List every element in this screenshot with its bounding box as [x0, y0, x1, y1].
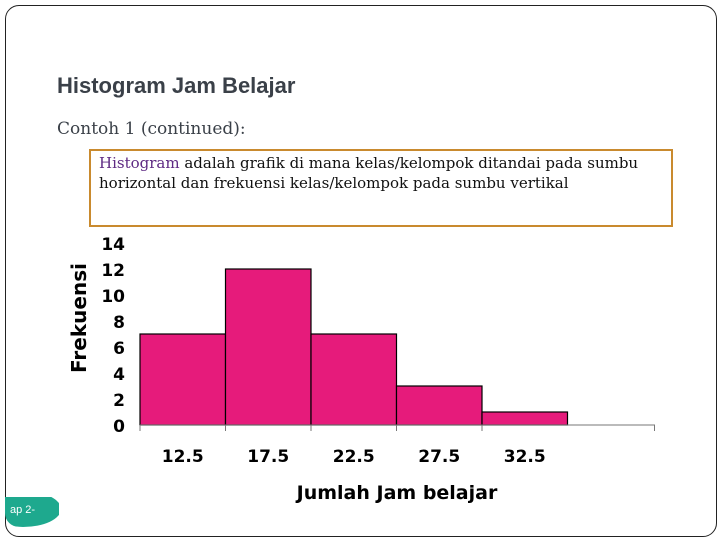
y-tick-label: 4 [113, 365, 125, 385]
y-tick-label: 8 [113, 313, 125, 333]
histogram-bar [310, 333, 398, 426]
histogram-bar [139, 333, 227, 426]
x-tick-label: 12.5 [162, 447, 204, 467]
y-axis-label: Frekuensi [67, 263, 91, 373]
y-tick-label: 6 [113, 339, 125, 359]
x-tick-label: 27.5 [418, 447, 460, 467]
y-tick-label: 10 [101, 287, 125, 307]
x-tick-label: 22.5 [333, 447, 375, 467]
x-tick-label: 32.5 [504, 447, 546, 467]
definition-callout: Histogram adalah grafik di mana kelas/ke… [89, 149, 673, 227]
slide-number-badge: ap 2- [5, 497, 59, 527]
callout-text: adalah grafik di mana kelas/kelompok dit… [99, 154, 639, 192]
histogram-bar [224, 268, 312, 426]
y-tick-label: 14 [101, 235, 125, 255]
slide-frame [5, 5, 717, 537]
y-tick-label: 2 [113, 391, 125, 411]
slide-title: Histogram Jam Belajar [57, 73, 296, 98]
histogram-bar [481, 411, 569, 426]
callout-highlight: Histogram [99, 154, 180, 172]
y-tick-label: 12 [101, 261, 125, 281]
x-axis-label: Jumlah Jam belajar [295, 482, 498, 504]
slide-subtitle: Contoh 1 (continued): [57, 119, 246, 139]
y-tick-label: 0 [113, 417, 125, 437]
slide-number: ap 2- [10, 504, 36, 516]
x-tick-label: 17.5 [247, 447, 289, 467]
histogram-bar [395, 385, 483, 426]
